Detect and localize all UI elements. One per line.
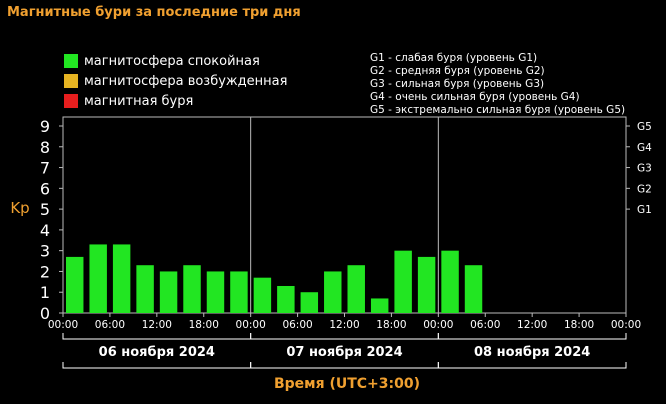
storm-scale-g3: G3 - сильная буря (уровень G3) [370, 78, 545, 90]
y-tick-label: 3 [40, 242, 50, 261]
kp-bar [394, 250, 412, 313]
legend-label-storm: магнитная буря [84, 93, 194, 109]
y-tick-label: 1 [40, 283, 50, 302]
legend-label-calm: магнитосфера спокойная [84, 53, 260, 69]
y-tick-label: 2 [40, 262, 50, 281]
kp-bar [441, 250, 459, 313]
kp-bar [66, 256, 84, 313]
x-tick-label: 06:00 [470, 319, 500, 331]
y-tick-label: 0 [40, 304, 50, 323]
y-tick-label: 8 [40, 138, 50, 157]
x-tick-label: 00:00 [423, 319, 453, 331]
day-bracket-top [437, 333, 627, 340]
storm-scale-g1: G1 - слабая буря (уровень G1) [370, 52, 538, 64]
day-bracket-bottom [62, 362, 252, 369]
legend-swatch-calm [64, 54, 78, 68]
kp-bar [417, 256, 436, 313]
y-tick-label: 7 [40, 159, 50, 178]
chart-title: Магнитные бури за последние три дня [7, 5, 301, 20]
day-label: 06 ноября 2024 [99, 345, 215, 360]
kp-bar [324, 271, 342, 313]
kp-bar [89, 244, 107, 313]
x-tick-label: 12:00 [142, 319, 172, 331]
legend-swatch-storm [64, 94, 78, 108]
kp-bar [112, 244, 131, 313]
g-level-label: G5 [637, 121, 652, 133]
storm-scale-g5: G5 - экстремально сильная буря (уровень … [370, 104, 626, 116]
y-tick-label: 6 [40, 179, 50, 198]
legend-swatch-excited [64, 74, 78, 88]
day-bracket-bottom [437, 362, 627, 369]
y-tick-label: 4 [40, 221, 50, 240]
kp-bar [159, 271, 178, 313]
x-tick-label: 06:00 [282, 319, 312, 331]
day-bracket-top [62, 333, 252, 340]
kp-bar [183, 265, 201, 313]
g-level-label: G3 [637, 163, 652, 175]
day-bracket-bottom [250, 362, 439, 369]
y-axis-label: Kp [10, 199, 29, 217]
x-axis-title: Время (UTC+3:00) [274, 376, 420, 392]
kp-bar [277, 285, 295, 313]
kp-bar [230, 271, 248, 313]
x-tick-label: 00:00 [48, 319, 78, 331]
x-tick-label: 00:00 [611, 319, 641, 331]
storm-scale-legend: G1 - слабая буря (уровень G1) G2 - средн… [370, 52, 625, 117]
kp-bar [136, 265, 154, 313]
kp-bar [347, 265, 365, 313]
legend-item-excited: магнитосфера возбужденная [64, 72, 287, 90]
kp-bar [464, 265, 483, 313]
g-level-label: G2 [637, 183, 652, 195]
x-tick-label: 00:00 [236, 319, 266, 331]
kp-bar [370, 298, 389, 313]
legend-label-excited: магнитосфера возбужденная [84, 73, 288, 89]
g-level-label: G4 [637, 142, 652, 154]
legend-item-calm: магнитосфера спокойная [64, 52, 287, 70]
storm-scale-g4: G4 - очень сильная буря (уровень G4) [370, 91, 580, 103]
kp-bar [253, 277, 272, 313]
storm-scale-g2: G2 - средняя буря (уровень G2) [370, 65, 545, 77]
day-label: 08 ноября 2024 [474, 345, 590, 360]
kp-bar [206, 271, 225, 313]
g-level-label: G1 [637, 204, 652, 216]
x-tick-label: 18:00 [564, 319, 594, 331]
status-legend: магнитосфера спокойная магнитосфера возб… [64, 52, 287, 112]
legend-item-storm: магнитная буря [64, 92, 287, 110]
x-tick-label: 18:00 [189, 319, 219, 331]
kp-bar [300, 292, 319, 313]
x-tick-label: 12:00 [517, 319, 547, 331]
x-tick-label: 18:00 [376, 319, 406, 331]
y-tick-label: 5 [40, 200, 50, 219]
x-tick-label: 06:00 [95, 319, 125, 331]
y-tick-label: 9 [40, 117, 50, 136]
day-label: 07 ноября 2024 [286, 345, 402, 360]
day-bracket-top [250, 333, 439, 340]
x-tick-label: 12:00 [329, 319, 359, 331]
